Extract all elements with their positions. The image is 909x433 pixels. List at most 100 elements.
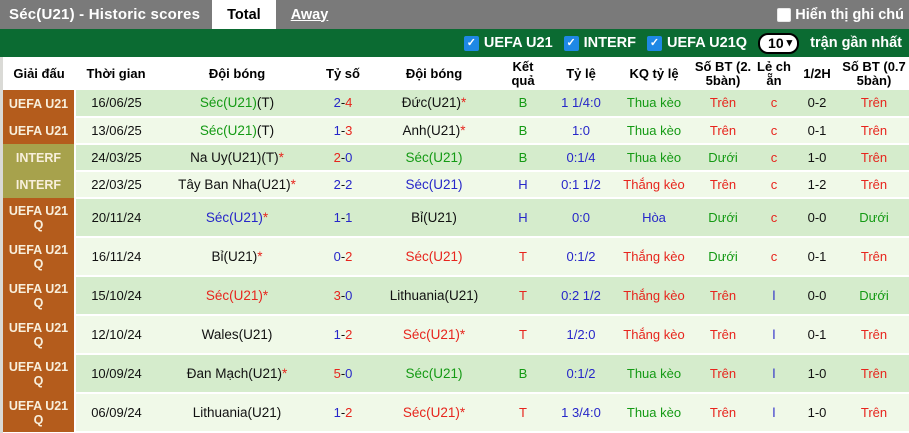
- half-score-cell: 1-0: [795, 393, 839, 433]
- odd-even-value: c: [770, 95, 778, 110]
- checkbox-checked-icon[interactable]: ✓: [647, 35, 662, 51]
- over-under-0-75-value: Trên: [860, 149, 888, 165]
- odds-result-cell: Thua kèo: [615, 90, 693, 118]
- header-odds: Tỷ lệ: [547, 57, 615, 90]
- odd-even-cell: c: [753, 198, 795, 238]
- title-bar: Séc(U21) - Historic scores Total Away Hi…: [0, 0, 909, 29]
- odds-value: 1 3/4:0: [561, 404, 601, 420]
- away-score: 0: [345, 287, 353, 303]
- away-score: 2: [345, 248, 353, 264]
- team-name: Séc(U21): [405, 365, 463, 381]
- team-suffix: (T): [256, 95, 275, 110]
- header-result: Kết quả: [499, 57, 547, 90]
- table-row: UEFA U21 Q 20/11/24 Séc(U21)* 1-1 Bỉ(U21) H 0:…: [3, 198, 909, 238]
- over-under-2-5-value: Trên: [709, 365, 737, 381]
- filter-label-interf: INTERF: [583, 35, 636, 51]
- over-under-0-75-value: Trên: [860, 326, 888, 342]
- league-cell: INTERF: [3, 171, 76, 198]
- odds-result-cell: Thắng kèo: [615, 171, 693, 199]
- result-cell: H: [499, 198, 547, 238]
- away-score: 2: [345, 404, 353, 420]
- odds-result-cell: Thua kèo: [615, 354, 693, 394]
- odd-even-cell: l: [753, 315, 795, 355]
- result-letter: T: [519, 287, 527, 303]
- odds-result-value: Thua kèo: [626, 365, 682, 381]
- date-cell: 24/03/25: [75, 144, 157, 172]
- result-cell: T: [499, 237, 547, 277]
- score-dash: -: [340, 122, 346, 138]
- recent-matches-select[interactable]: 10 ▾: [758, 32, 800, 54]
- odds-result-cell: Thua kèo: [615, 393, 693, 433]
- filter-checkbox-uefa-u21[interactable]: ✓ UEFA U21: [463, 35, 553, 51]
- over-under-0-75-cell: Dưới: [839, 276, 909, 316]
- home-score: 5: [333, 365, 341, 381]
- checkbox-unchecked-icon[interactable]: [777, 7, 792, 22]
- half-score-value: 0-1: [807, 248, 827, 264]
- over-under-0-75-value: Trên: [860, 248, 888, 264]
- half-score-value: 1-0: [807, 365, 827, 381]
- result-letter: B: [518, 149, 528, 165]
- page-title: Séc(U21) - Historic scores: [9, 6, 201, 23]
- odds-cell: 0:1/2: [547, 237, 615, 277]
- result-letter: T: [519, 404, 527, 420]
- away-team-cell: Anh(U21)*: [369, 117, 499, 145]
- table-row: UEFA U21 Q 12/10/24 Wales(U21) 1-2 Séc(U21)*…: [3, 315, 909, 355]
- date-cell: 06/09/24: [75, 393, 157, 433]
- tab-total[interactable]: Total: [212, 0, 276, 29]
- odds-result-value: Thắng kèo: [623, 287, 685, 303]
- home-team-cell: Séc(U21)(T): [157, 90, 317, 118]
- checkbox-checked-icon[interactable]: ✓: [463, 35, 479, 51]
- over-under-0-75-value: Trên: [860, 122, 888, 138]
- over-under-0-75-cell: Trên: [839, 315, 909, 355]
- over-under-0-75-value: Dưới: [859, 209, 889, 225]
- odds-result-value: Hòa: [642, 209, 666, 225]
- home-score: 3: [333, 287, 341, 303]
- tab-away[interactable]: Away: [276, 0, 344, 29]
- score-cell: 2-0: [317, 144, 369, 172]
- over-under-0-75-value: Trên: [860, 365, 888, 381]
- half-score-value: 0-0: [807, 287, 827, 303]
- table-row: INTERF 24/03/25 Na Uy(U21)(T)* 2-0 Séc(U21) B…: [3, 144, 909, 172]
- odds-value: 1/2:0: [566, 326, 596, 342]
- half-score-cell: 1-2: [795, 171, 839, 199]
- show-notes-label: Hiển thị ghi chú: [795, 6, 904, 23]
- filter-checkbox-interf[interactable]: ✓ INTERF: [563, 35, 636, 51]
- home-team-cell: Séc(U21)(T): [157, 117, 317, 145]
- home-team-cell: Đan Mạch(U21)*: [157, 354, 317, 394]
- score-dash: -: [340, 326, 346, 342]
- home-team-cell: Na Uy(U21)(T)*: [157, 144, 317, 172]
- odd-even-value: l: [772, 404, 776, 420]
- tab-total-label: Total: [227, 6, 261, 23]
- over-under-2-5-cell: Dưới: [693, 237, 753, 277]
- odds-cell: 0:2 1/2: [547, 276, 615, 316]
- team-suffix: (T): [256, 122, 275, 138]
- odds-cell: 0:1/2: [547, 354, 615, 394]
- header-home-team: Đội bóng: [157, 57, 317, 90]
- score-cell: 2-2: [317, 171, 369, 199]
- result-letter: B: [518, 365, 528, 381]
- team-name: Séc(U21): [405, 176, 463, 192]
- date-cell: 20/11/24: [75, 198, 157, 238]
- result-cell: T: [499, 315, 547, 355]
- odds-cell: 1 3/4:0: [547, 393, 615, 433]
- score-cell: 1-1: [317, 198, 369, 238]
- league-cell: UEFA U21 Q: [3, 276, 76, 315]
- checkbox-checked-icon[interactable]: ✓: [563, 35, 579, 51]
- over-under-2-5-value: Trên: [709, 122, 737, 138]
- show-notes-toggle[interactable]: Hiển thị ghi chú: [777, 0, 909, 29]
- away-score: 3: [345, 122, 353, 138]
- team-name: Đức(U21): [401, 95, 462, 110]
- score-cell: 1-2: [317, 315, 369, 355]
- home-score: 2: [333, 149, 341, 165]
- over-under-0-75-value: Trên: [860, 95, 888, 110]
- half-score-value: 0-1: [807, 122, 827, 138]
- odd-even-cell: l: [753, 276, 795, 316]
- team-name: Séc(U21): [199, 122, 257, 138]
- over-under-2-5-value: Trên: [709, 326, 737, 342]
- away-score: 4: [345, 95, 353, 110]
- home-score: 1: [333, 122, 341, 138]
- odds-result-value: Thua kèo: [626, 404, 682, 420]
- score-dash: -: [340, 149, 346, 165]
- away-score: 0: [345, 365, 353, 381]
- filter-checkbox-uefa-u21q[interactable]: ✓ UEFA U21Q: [647, 35, 747, 51]
